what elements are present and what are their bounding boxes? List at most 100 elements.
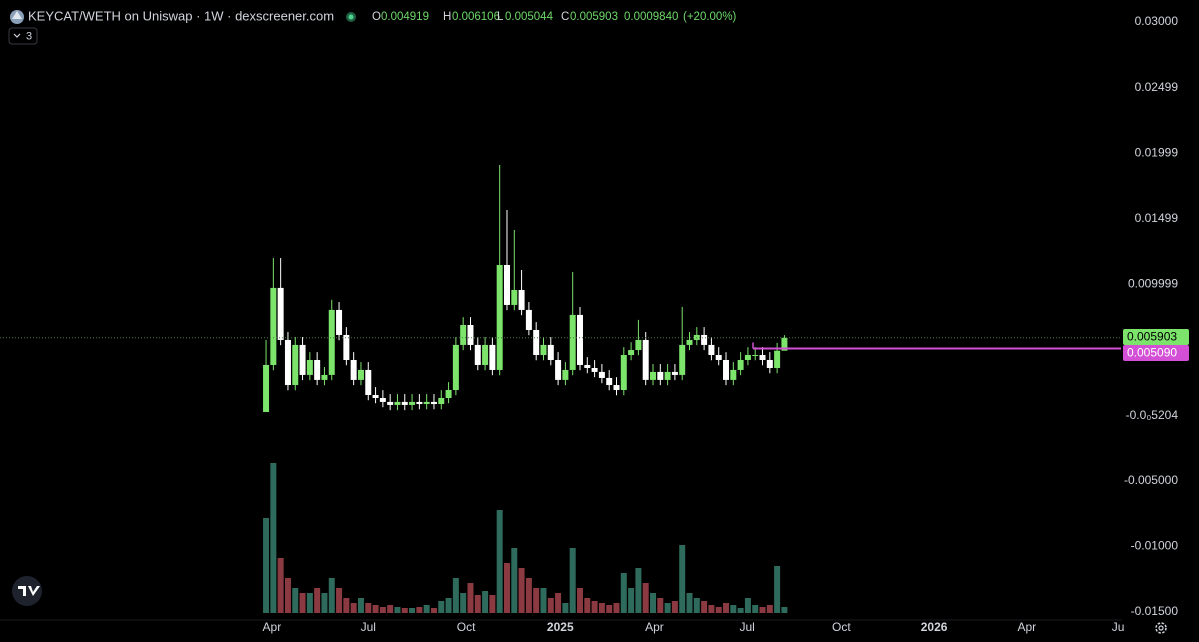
candle-body — [511, 290, 518, 305]
price-line-marker — [1123, 345, 1189, 361]
last-price-marker — [1123, 329, 1189, 345]
volume-bar — [598, 603, 605, 613]
y-tick-label: -0.005000 — [1124, 473, 1178, 487]
tradingview-logo[interactable] — [12, 576, 42, 606]
price-line-label: 0.005090 — [1127, 346, 1177, 360]
candles — [263, 164, 788, 413]
volume-bar — [759, 607, 766, 613]
volume-bar — [306, 593, 313, 613]
candle-body — [452, 344, 459, 391]
candle-body — [409, 401, 416, 405]
volume-bar — [613, 603, 620, 613]
candle-body — [328, 309, 335, 375]
candle-body — [270, 287, 277, 365]
candle-body — [744, 355, 751, 360]
x-tick-label: Jul — [361, 620, 376, 634]
candle-body — [598, 371, 605, 378]
volume-bar — [270, 463, 277, 613]
candle-body — [752, 355, 759, 357]
volume-bar — [774, 566, 781, 613]
volume-bar — [650, 593, 657, 613]
y-tick-label: 0.01499 — [1135, 211, 1179, 225]
volume-bar — [635, 568, 642, 613]
volume-bar — [701, 601, 708, 613]
candle-body — [474, 344, 481, 365]
volume-bar — [540, 588, 547, 613]
volume-bar — [263, 518, 270, 613]
volume-bar — [715, 607, 722, 613]
candle-body — [306, 359, 313, 375]
volume-bar — [430, 608, 437, 613]
volume-bar — [584, 598, 591, 613]
volume-bar — [343, 598, 350, 613]
candle-body — [263, 364, 270, 413]
candle-body — [576, 314, 583, 365]
candle-body — [766, 359, 773, 368]
candle-body — [467, 325, 474, 345]
volume-bar — [416, 607, 423, 613]
volume-bar — [679, 545, 686, 613]
volume-bar — [445, 598, 452, 613]
candle-body — [496, 264, 503, 370]
candle-body — [635, 339, 642, 351]
candle-body — [715, 355, 722, 360]
candle-body — [321, 374, 328, 380]
candle-body — [401, 401, 408, 405]
candle-body — [562, 369, 569, 380]
candle-body — [774, 350, 781, 368]
volume-bar — [277, 558, 284, 613]
candle-body — [708, 344, 715, 356]
volume-bar — [372, 605, 379, 613]
candle-body — [299, 344, 306, 375]
volume-bar — [336, 588, 343, 613]
x-tick-label: Ju — [1112, 620, 1125, 634]
header-logo — [10, 10, 24, 24]
candle-body — [591, 367, 598, 372]
open-value: 0.004919 — [381, 11, 429, 23]
volume-bar — [409, 608, 416, 613]
candle-body — [759, 355, 766, 360]
x-tick-label: 2026 — [921, 620, 948, 634]
volume-bar — [328, 578, 335, 613]
candle-body — [482, 344, 489, 365]
ohlc-label: H — [443, 11, 451, 23]
candle-body — [343, 334, 350, 360]
volume-bar — [511, 548, 518, 613]
volume-bar — [423, 605, 430, 613]
candle-body — [606, 377, 613, 386]
volume-bar — [357, 598, 364, 613]
candle-body — [730, 369, 737, 380]
candle-body — [664, 371, 671, 380]
x-tick-label: Apr — [645, 620, 664, 634]
candle-body — [737, 359, 744, 370]
volume-bar — [781, 607, 788, 613]
high-value: 0.006106 — [452, 11, 500, 23]
candle-body — [445, 390, 452, 399]
candle-body — [518, 290, 525, 310]
candle-body — [686, 339, 693, 345]
candle-body — [357, 369, 364, 380]
volume-bar — [723, 603, 730, 613]
settings-icon[interactable] — [1155, 622, 1167, 634]
candle-body — [723, 359, 730, 380]
candle-body — [336, 309, 343, 335]
volume-bar — [489, 595, 496, 613]
indicator-count: 3 — [26, 30, 32, 42]
volume-bar — [686, 593, 693, 613]
volume-bar — [401, 608, 408, 613]
volume-bar — [299, 593, 306, 613]
candle-body — [379, 398, 386, 402]
volume-bar — [606, 605, 613, 613]
volume-bar — [752, 605, 759, 613]
indicator-toggle[interactable] — [8, 27, 38, 45]
candle-body — [503, 264, 510, 305]
volume-bars — [263, 463, 788, 613]
candle-body — [781, 337, 788, 351]
candle-body — [372, 394, 379, 399]
ohlc-label: O — [372, 11, 381, 23]
volume-bar — [708, 605, 715, 613]
candle-body — [314, 359, 321, 380]
